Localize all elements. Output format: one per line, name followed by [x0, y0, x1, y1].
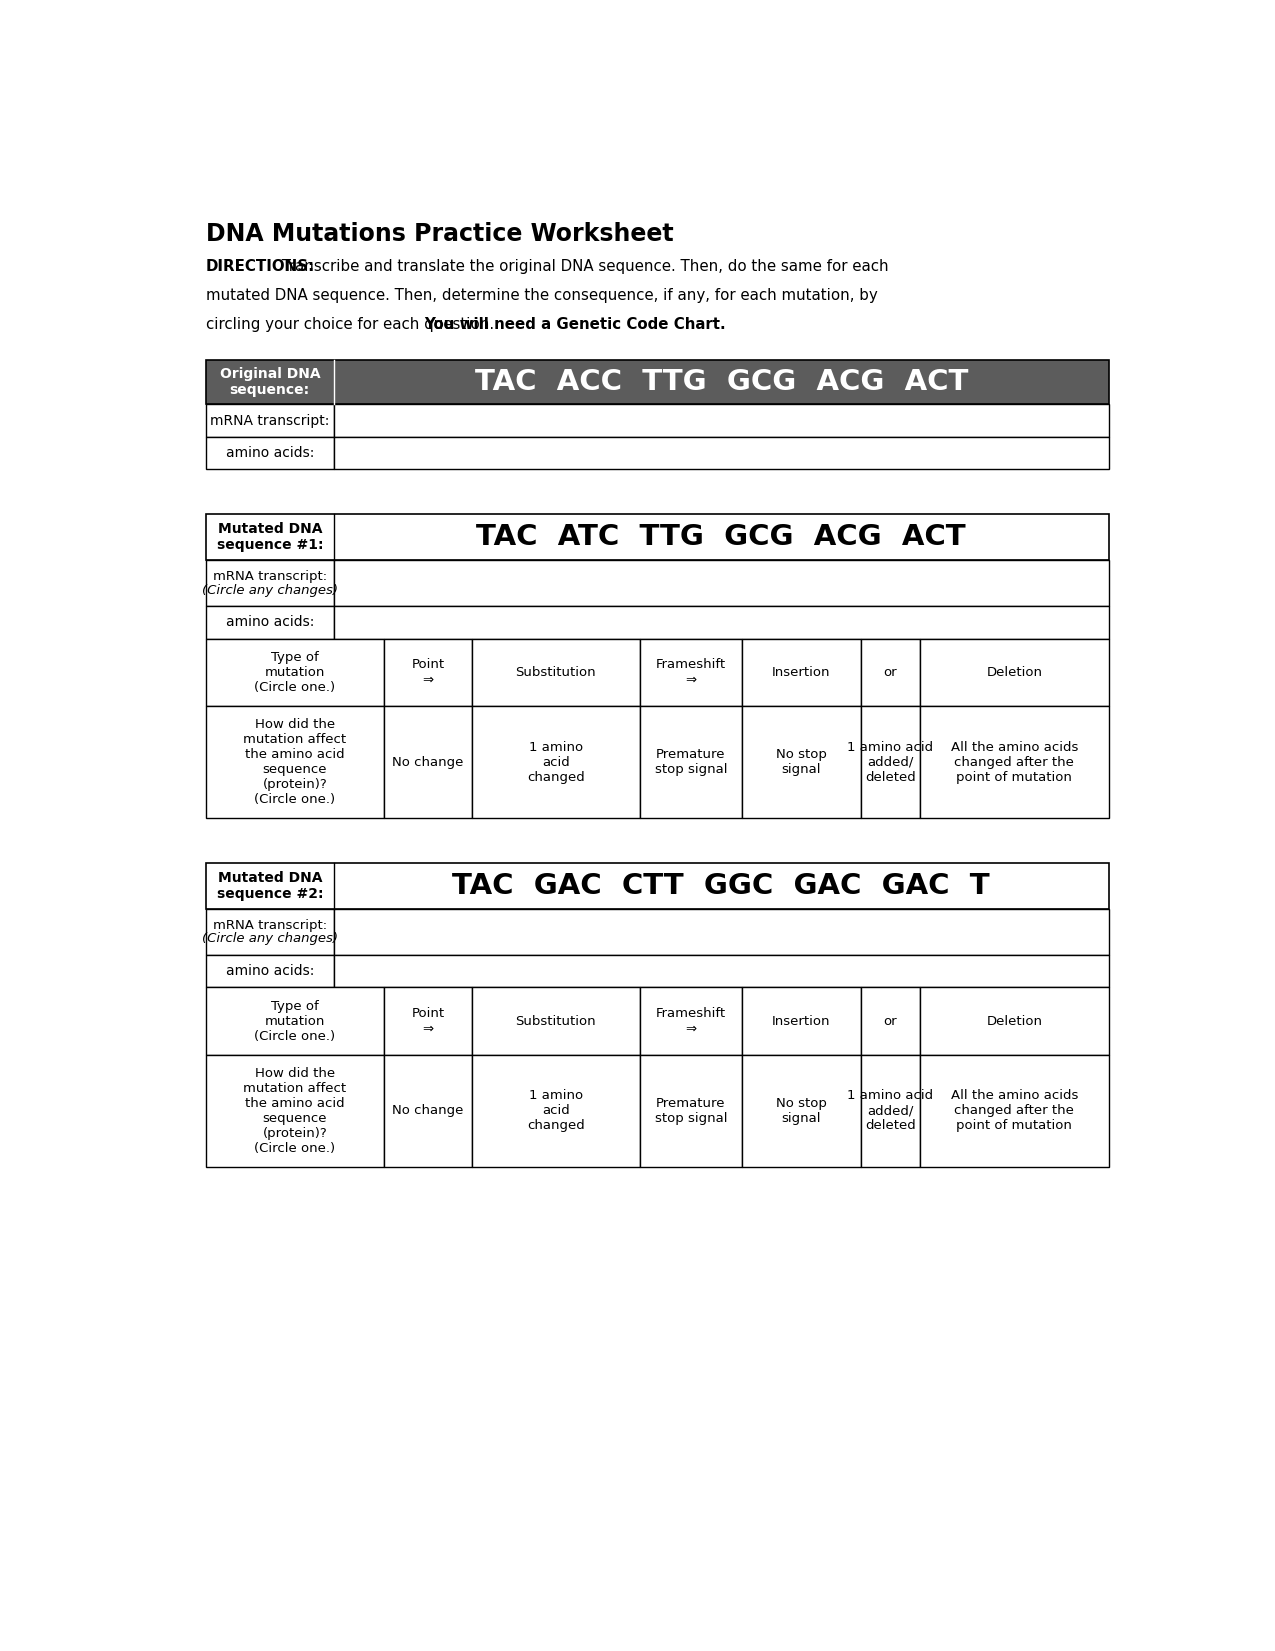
Bar	[742, 987, 861, 1055]
Text: (Circle any changes): (Circle any changes)	[201, 933, 338, 946]
Bar	[742, 639, 861, 707]
Text: mutated DNA sequence. Then, determine the consequence, if any, for each mutation: mutated DNA sequence. Then, determine th…	[205, 289, 877, 304]
Bar	[205, 707, 384, 817]
Text: How did the
mutation affect
the amino acid
sequence
(protein)?
(Circle one.): How did the mutation affect the amino ac…	[244, 718, 347, 806]
Bar	[205, 513, 1109, 560]
Bar	[861, 987, 921, 1055]
Text: Deletion: Deletion	[987, 1015, 1043, 1029]
Bar	[205, 954, 334, 987]
Text: or: or	[884, 665, 898, 679]
Bar	[861, 707, 921, 817]
Text: or: or	[884, 1015, 898, 1029]
Text: Premature
stop signal: Premature stop signal	[654, 1096, 727, 1124]
Text: All the amino acids
changed after the
point of mutation: All the amino acids changed after the po…	[951, 1090, 1079, 1133]
Bar	[205, 908, 334, 954]
Text: Substitution: Substitution	[515, 665, 597, 679]
Text: Frameshift
⇒: Frameshift ⇒	[655, 1007, 725, 1035]
Text: Original DNA
sequence:: Original DNA sequence:	[219, 367, 320, 398]
Bar	[640, 639, 742, 707]
Text: Mutated DNA
sequence #2:: Mutated DNA sequence #2:	[217, 870, 323, 901]
Bar	[205, 987, 384, 1055]
Text: Transcribe and translate the original DNA sequence. Then, do the same for each: Transcribe and translate the original DN…	[277, 259, 889, 274]
Bar	[921, 707, 1109, 817]
Text: How did the
mutation affect
the amino acid
sequence
(protein)?
(Circle one.): How did the mutation affect the amino ac…	[244, 1067, 347, 1156]
Text: No change: No change	[393, 1105, 464, 1118]
Bar	[334, 606, 1109, 639]
Bar	[384, 1055, 472, 1167]
Text: 1 amino acid
added/
deleted: 1 amino acid added/ deleted	[848, 741, 933, 784]
Bar	[640, 707, 742, 817]
Bar	[921, 1055, 1109, 1167]
Bar	[921, 639, 1109, 707]
Text: 1 amino
acid
changed: 1 amino acid changed	[527, 741, 585, 784]
Text: amino acids:: amino acids:	[226, 964, 314, 977]
Text: Type of
mutation
(Circle one.): Type of mutation (Circle one.)	[254, 1001, 335, 1043]
Bar	[384, 639, 472, 707]
Text: Deletion: Deletion	[987, 665, 1043, 679]
Text: You will need a Genetic Code Chart.: You will need a Genetic Code Chart.	[425, 317, 725, 332]
Text: TAC  GAC  CTT  GGC  GAC  GAC  T: TAC GAC CTT GGC GAC GAC T	[453, 872, 991, 900]
Bar	[472, 707, 640, 817]
Bar	[334, 438, 1109, 469]
Text: 1 amino
acid
changed: 1 amino acid changed	[527, 1090, 585, 1133]
Bar	[205, 639, 384, 707]
Text: No stop
signal: No stop signal	[776, 1096, 826, 1124]
Text: Insertion: Insertion	[773, 665, 830, 679]
Bar	[384, 707, 472, 817]
Text: circling your choice for each question.: circling your choice for each question.	[205, 317, 499, 332]
Text: DIRECTIONS:: DIRECTIONS:	[205, 259, 315, 274]
Text: Point
⇒: Point ⇒	[412, 659, 445, 687]
Bar	[205, 438, 334, 469]
Text: Type of
mutation
(Circle one.): Type of mutation (Circle one.)	[254, 650, 335, 693]
Text: (Circle any changes): (Circle any changes)	[201, 583, 338, 596]
Bar	[640, 987, 742, 1055]
Text: Premature
stop signal: Premature stop signal	[654, 748, 727, 776]
Bar	[205, 560, 334, 606]
Bar	[640, 1055, 742, 1167]
Bar	[205, 606, 334, 639]
Bar	[472, 987, 640, 1055]
Text: No change: No change	[393, 756, 464, 769]
Bar	[742, 707, 861, 817]
Text: Mutated DNA
sequence #1:: Mutated DNA sequence #1:	[217, 522, 323, 551]
Text: TAC  ACC  TTG  GCG  ACG  ACT: TAC ACC TTG GCG ACG ACT	[474, 368, 968, 396]
Bar	[472, 1055, 640, 1167]
Bar	[742, 1055, 861, 1167]
Text: mRNA transcript:: mRNA transcript:	[213, 918, 326, 931]
Text: amino acids:: amino acids:	[226, 446, 314, 461]
Bar	[334, 560, 1109, 606]
Text: Substitution: Substitution	[515, 1015, 597, 1029]
Text: Point
⇒: Point ⇒	[412, 1007, 445, 1035]
Bar	[921, 987, 1109, 1055]
Text: mRNA transcript:: mRNA transcript:	[210, 414, 329, 428]
Bar	[384, 987, 472, 1055]
Bar	[205, 404, 334, 438]
Bar	[334, 404, 1109, 438]
Bar	[472, 639, 640, 707]
Text: amino acids:: amino acids:	[226, 616, 314, 629]
Bar	[205, 360, 1109, 404]
Bar	[205, 862, 1109, 908]
Bar	[334, 954, 1109, 987]
Bar	[205, 1055, 384, 1167]
Bar	[861, 639, 921, 707]
Text: mRNA transcript:: mRNA transcript:	[213, 570, 326, 583]
Text: Frameshift
⇒: Frameshift ⇒	[655, 659, 725, 687]
Bar	[334, 908, 1109, 954]
Text: TAC  ATC  TTG  GCG  ACG  ACT: TAC ATC TTG GCG ACG ACT	[477, 523, 966, 551]
Bar	[861, 1055, 921, 1167]
Text: 1 amino acid
added/
deleted: 1 amino acid added/ deleted	[848, 1090, 933, 1133]
Text: Insertion: Insertion	[773, 1015, 830, 1029]
Text: DNA Mutations Practice Worksheet: DNA Mutations Practice Worksheet	[205, 221, 673, 246]
Text: No stop
signal: No stop signal	[776, 748, 826, 776]
Text: All the amino acids
changed after the
point of mutation: All the amino acids changed after the po…	[951, 741, 1079, 784]
